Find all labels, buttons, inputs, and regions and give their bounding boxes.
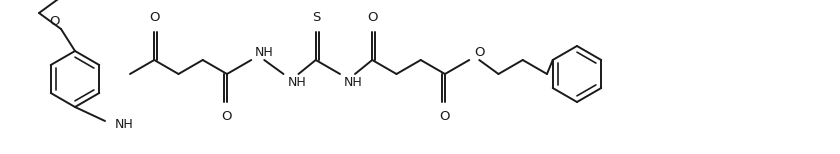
Text: O: O [439,110,450,123]
Text: O: O [49,14,60,28]
Text: O: O [222,110,232,123]
Text: O: O [149,11,160,24]
Text: O: O [475,45,485,59]
Text: NH: NH [115,118,134,132]
Text: NH: NH [287,75,307,89]
Text: NH: NH [255,45,274,59]
Text: NH: NH [344,75,363,89]
Text: O: O [367,11,377,24]
Text: S: S [312,11,321,24]
